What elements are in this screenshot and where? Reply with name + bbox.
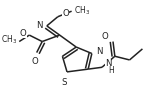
Text: O: O bbox=[20, 29, 27, 38]
Text: CH$_3$: CH$_3$ bbox=[1, 33, 17, 46]
Text: N: N bbox=[37, 21, 43, 30]
Text: N: N bbox=[96, 47, 103, 56]
Text: N: N bbox=[105, 59, 111, 68]
Text: H: H bbox=[108, 66, 114, 75]
Text: S: S bbox=[61, 78, 67, 87]
Text: O: O bbox=[62, 9, 69, 18]
Text: O: O bbox=[102, 32, 108, 41]
Text: CH$_3$: CH$_3$ bbox=[74, 4, 90, 17]
Text: O: O bbox=[32, 57, 38, 66]
